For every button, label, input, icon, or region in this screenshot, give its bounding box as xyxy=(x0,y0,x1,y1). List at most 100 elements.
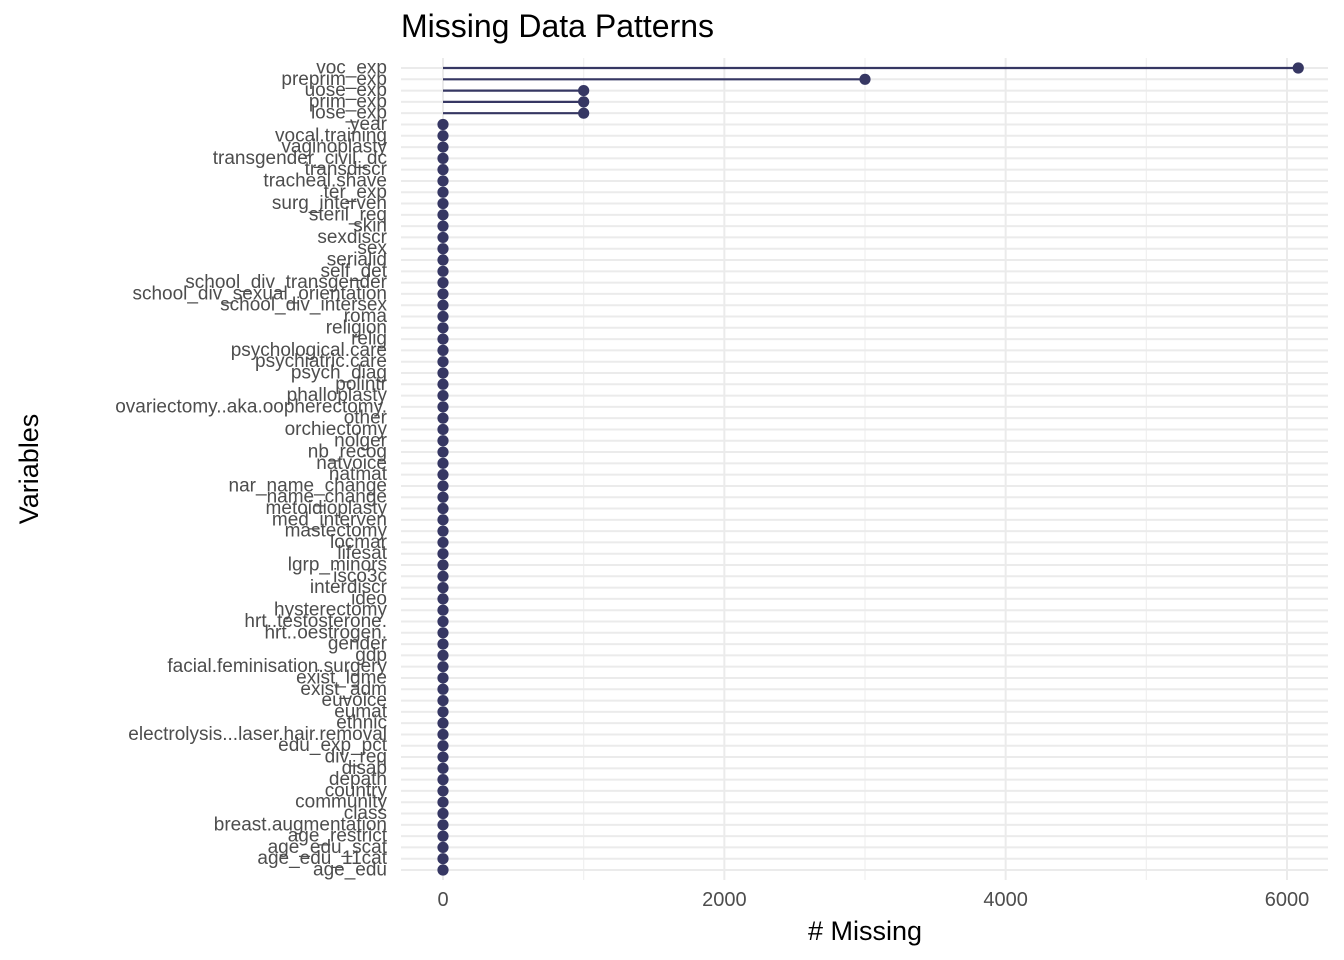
lollipop-point xyxy=(437,265,449,277)
y-tick-label: nb_recog xyxy=(308,442,387,463)
y-tick-label: polintr xyxy=(335,374,387,395)
y-tick-label: relig xyxy=(351,329,387,350)
y-tick-label: locmar xyxy=(330,532,388,553)
y-tick-label: facial.feminisation.surgery xyxy=(167,656,387,677)
lollipop-point xyxy=(437,367,449,379)
lollipop-point xyxy=(437,559,449,571)
lollipop-point xyxy=(437,288,449,300)
lollipop-point xyxy=(437,130,449,142)
y-tick-labels: voc_exppreprim_expuose_expprim_explose_e… xyxy=(115,58,387,881)
y-tick-label: ovariectomy..aka.oopherectomy. xyxy=(115,396,387,417)
y-tick-label: other xyxy=(344,408,388,429)
lollipop-point xyxy=(437,164,449,176)
y-tick-label: sexdiscr xyxy=(317,227,387,248)
y-tick-label: year xyxy=(350,114,388,135)
lollipop-point xyxy=(578,96,590,108)
y-tick-label: metoidioplasty xyxy=(266,498,388,519)
lollipop-point xyxy=(437,254,449,266)
y-tick-label: gdp xyxy=(355,645,387,666)
lollipop-point xyxy=(437,356,449,368)
lollipop-point xyxy=(437,638,449,650)
y-tick-label: ideo xyxy=(351,588,387,609)
y-tick-label: school_div_sexual_orientation xyxy=(132,283,387,304)
y-tick-label: uose_exp xyxy=(305,80,387,101)
y-tick-label: voc_exp xyxy=(316,58,387,79)
lollipop-point xyxy=(437,197,449,210)
y-tick-label: serialid xyxy=(327,250,387,271)
y-tick-label: interdiscr xyxy=(310,577,388,598)
y-tick-label: disab xyxy=(342,758,387,779)
lollipop-point xyxy=(437,514,449,526)
y-tick-label: med_interven xyxy=(272,509,387,530)
y-tick-label: school_div_transgender xyxy=(185,272,387,293)
lollipop-point xyxy=(1292,62,1304,74)
y-tick-label: div_req xyxy=(325,747,387,768)
lollipop-point xyxy=(437,231,449,244)
y-tick-label: name_change xyxy=(267,487,387,508)
lollipop-point xyxy=(437,570,449,582)
lollipop-point xyxy=(437,593,449,605)
y-tick-label: transdiscr xyxy=(305,159,388,180)
y-tick-label: vaginoplasty xyxy=(281,137,387,158)
y-tick-label: isco3c xyxy=(333,566,387,587)
lollipop-point xyxy=(437,175,449,187)
y-tick-label: surg_interven xyxy=(272,193,387,214)
lollipop-point xyxy=(437,672,449,684)
lollipop-point xyxy=(437,649,449,661)
y-tick-label: eumat xyxy=(334,701,388,722)
lollipop-point xyxy=(437,491,449,503)
lollipop-point xyxy=(437,864,449,876)
chart-title: Missing Data Patterns xyxy=(401,8,715,44)
y-tick-label: natmat xyxy=(329,464,388,485)
mark-layer xyxy=(437,62,1304,876)
y-tick-label: lgrp_minors xyxy=(288,555,387,576)
y-tick-label: breast.augmentation xyxy=(214,814,387,835)
lollipop-point xyxy=(437,502,449,515)
lollipop-point xyxy=(437,333,449,345)
lollipop-point xyxy=(437,548,449,560)
x-tick-label: 2000 xyxy=(702,889,747,911)
lollipop-point xyxy=(437,694,449,707)
y-tick-label: prim_exp xyxy=(309,91,387,112)
y-tick-label: hysterectomy xyxy=(274,600,387,621)
lollipop-point xyxy=(437,841,449,854)
lollipop-point xyxy=(437,807,449,820)
y-tick-label: edu_exp_pct xyxy=(278,735,388,756)
lollipop-point xyxy=(437,186,449,198)
y-tick-label: hrt..oestrogen. xyxy=(264,622,387,643)
lollipop-point xyxy=(437,457,449,469)
grid-layer xyxy=(401,58,1328,880)
lollipop-point xyxy=(437,728,449,741)
y-tick-label: preprim_exp xyxy=(281,69,387,90)
lollipop-point xyxy=(437,627,449,639)
y-tick-label: nolger xyxy=(334,430,387,451)
y-tick-label: exist_lgme xyxy=(296,667,387,688)
lollipop-point xyxy=(437,796,449,808)
lollipop-point xyxy=(437,310,449,323)
lollipop-point xyxy=(437,299,449,311)
lollipop-point xyxy=(437,604,449,616)
lollipop-point xyxy=(437,762,449,774)
lollipop-point xyxy=(437,536,449,549)
lollipop-point xyxy=(437,717,449,729)
lollipop-point xyxy=(578,107,590,119)
lollipop-point xyxy=(437,785,449,797)
y-tick-label: age_restrict xyxy=(288,826,388,847)
lollipop-point xyxy=(437,277,449,289)
lollipop-point xyxy=(437,830,449,842)
lollipop-point xyxy=(437,661,449,673)
lollipop-point xyxy=(437,209,449,221)
y-tick-label: euvoice xyxy=(322,690,388,711)
y-tick-label: nar_name_change xyxy=(229,475,387,496)
y-tick-label: school_div_intersex xyxy=(220,295,387,316)
y-tick-label: mastectomy xyxy=(285,521,388,542)
lollipop-point xyxy=(437,446,449,458)
y-tick-label: psychological.care xyxy=(231,340,387,361)
lollipop-point xyxy=(437,525,449,537)
y-tick-label: psychiatric.care xyxy=(255,351,387,372)
y-tick-label: electrolysis...laser.hair.removal xyxy=(128,724,387,745)
lollipop-point xyxy=(437,322,449,334)
y-tick-label: depath xyxy=(329,769,387,790)
y-tick-label: lose_exp xyxy=(311,103,387,124)
